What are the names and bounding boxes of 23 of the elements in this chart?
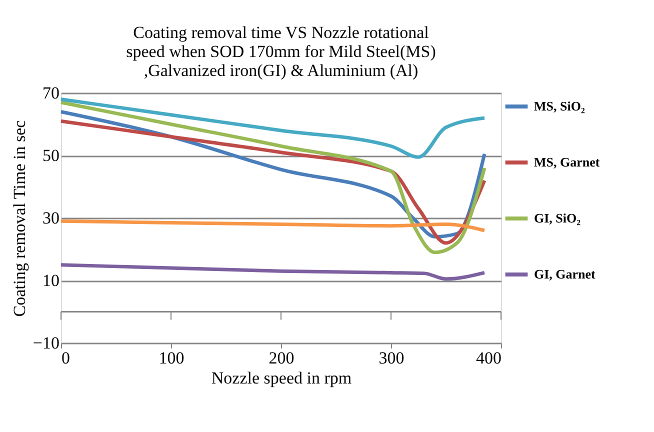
y-tick-label: 50	[42, 146, 60, 165]
line-series	[59, 100, 486, 254]
x-axis-title: Nozzle speed in rpm	[211, 368, 352, 388]
y-axis-title: Coating removal Time in sec	[10, 120, 29, 317]
y-tick-label: 10	[42, 271, 60, 290]
y-tick-label: 30	[42, 208, 60, 228]
x-tick-label: 0	[62, 348, 70, 368]
line-series	[59, 219, 486, 232]
line-series	[59, 98, 486, 159]
x-tick-label: 400	[476, 348, 502, 368]
y-tick-label: −10	[32, 334, 60, 352]
x-tick-label: 100	[158, 348, 184, 368]
x-tick-label: 200	[268, 348, 294, 368]
legend-label: GI, Garnet	[534, 266, 596, 282]
legend-label: GI, SiO₂	[534, 210, 581, 226]
legend-label: MS, SiO₂	[534, 98, 585, 114]
legend-label: MS, Garnet	[534, 154, 600, 170]
y-tick-label: 70	[42, 84, 60, 102]
text: speed when SOD 170mm for Mild Steel(MS)	[126, 42, 436, 61]
line-series	[59, 263, 486, 281]
x-tick-label: 300	[378, 348, 404, 368]
text: ,Galvanized iron(GI) & Aluminium (Al)	[144, 61, 418, 80]
text: Coating removal time VS Nozzle rotational	[133, 23, 429, 42]
